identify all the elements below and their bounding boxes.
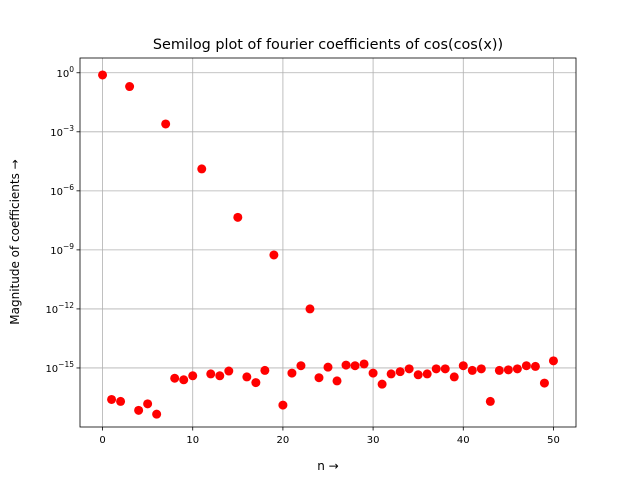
data-point: [341, 360, 351, 370]
x-tick-label: 0: [99, 435, 105, 446]
data-point: [116, 396, 126, 406]
data-point: [503, 365, 513, 375]
x-tick-label: 20: [277, 435, 290, 446]
data-point: [440, 364, 450, 374]
data-point: [134, 405, 144, 415]
data-point: [530, 361, 540, 371]
data-point: [179, 375, 189, 385]
grid-lines: [80, 58, 576, 427]
data-point: [485, 396, 495, 406]
data-point: [350, 361, 360, 371]
data-point: [467, 365, 477, 375]
x-tick-label: 10: [186, 435, 199, 446]
x-axis-ticks: 0 10 20 30 40 50: [99, 427, 560, 446]
data-point: [161, 119, 171, 129]
x-axis-label: n →: [317, 459, 338, 473]
data-point: [197, 164, 207, 174]
x-tick-label: 50: [547, 435, 560, 446]
data-point: [539, 378, 549, 388]
data-point: [368, 368, 378, 378]
x-tick-label: 30: [367, 435, 380, 446]
data-point: [215, 371, 225, 381]
data-point: [323, 362, 333, 372]
data-point: [404, 364, 414, 374]
data-point: [170, 373, 180, 383]
data-point: [224, 366, 234, 376]
plot-frame: [79, 57, 577, 428]
data-point: [458, 361, 468, 371]
data-point: [278, 400, 288, 410]
data-point: [521, 361, 531, 371]
y-axis-label: Magnitude of coefficients →: [8, 159, 22, 324]
data-point: [431, 364, 441, 374]
data-point: [143, 399, 153, 409]
data-point: [548, 356, 558, 366]
data-point: [98, 70, 108, 80]
data-point: [512, 364, 522, 374]
data-point: [476, 364, 486, 374]
data-points: [98, 70, 558, 419]
data-point: [314, 373, 324, 383]
data-point: [494, 365, 504, 375]
data-point: [287, 368, 297, 378]
data-point: [206, 369, 216, 379]
data-point: [395, 367, 405, 377]
data-point: [233, 212, 243, 222]
data-point: [251, 378, 261, 388]
chart-title: Semilog plot of fourier coefficients of …: [153, 37, 503, 53]
data-point: [260, 365, 270, 375]
data-point: [269, 250, 279, 260]
data-point: [449, 372, 459, 382]
data-point: [125, 82, 135, 92]
data-point: [332, 376, 342, 386]
data-point: [359, 359, 369, 369]
data-point: [386, 369, 396, 379]
data-point: [296, 361, 306, 371]
data-point: [422, 369, 432, 379]
data-point: [377, 379, 387, 389]
data-point: [413, 370, 423, 380]
x-tick-label: 40: [457, 435, 470, 446]
data-point: [152, 409, 162, 419]
data-point: [242, 372, 252, 382]
data-point: [188, 371, 198, 381]
data-point: [107, 394, 117, 404]
data-point: [305, 304, 315, 314]
